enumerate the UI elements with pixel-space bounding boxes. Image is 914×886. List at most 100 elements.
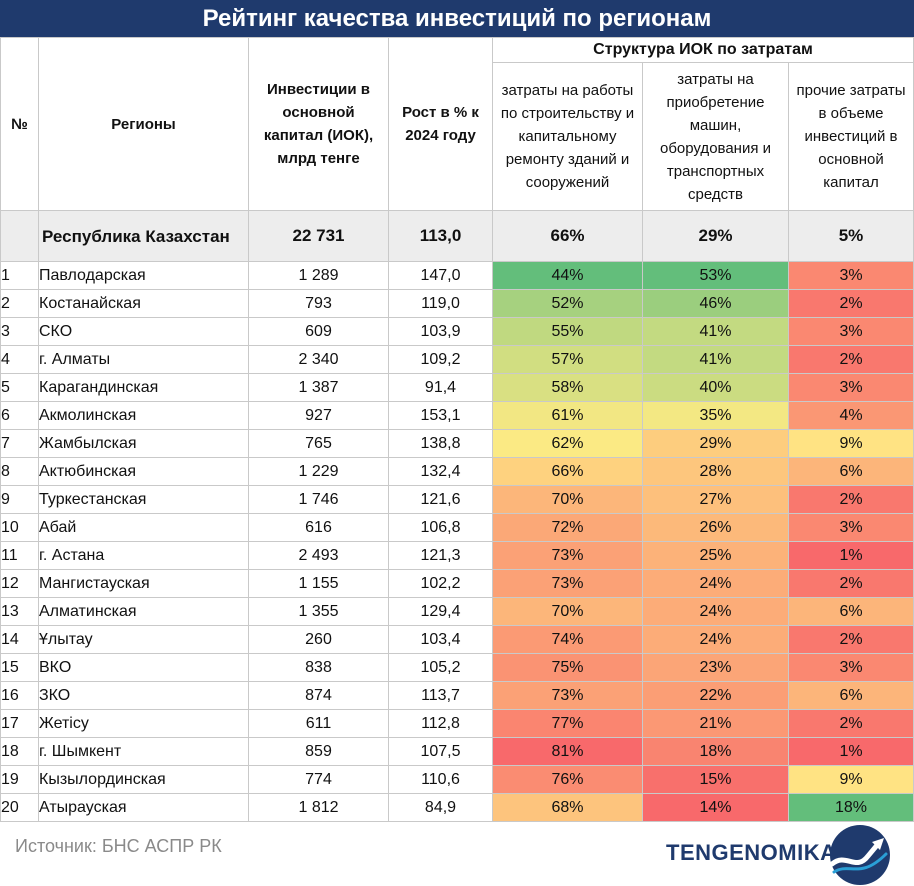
row-machinery: 24% — [642, 569, 789, 598]
total-machinery: 29% — [642, 210, 789, 262]
row-region: Павлодарская — [38, 261, 249, 290]
header-growth: Рост в % к 2024 году — [388, 37, 493, 211]
row-invest: 838 — [248, 653, 389, 682]
total-row: Республика Казахстан 22 731 113,0 66% 29… — [0, 210, 914, 262]
row-invest: 1 289 — [248, 261, 389, 290]
row-num: 3 — [0, 317, 39, 346]
row-growth: 109,2 — [388, 345, 493, 374]
row-machinery: 53% — [642, 261, 789, 290]
row-growth: 106,8 — [388, 513, 493, 542]
row-growth: 113,7 — [388, 681, 493, 710]
row-invest: 611 — [248, 709, 389, 738]
total-region: Республика Казахстан — [38, 210, 249, 262]
header-structure: Структура ИОК по затратам — [491, 37, 914, 63]
row-machinery: 27% — [642, 485, 789, 514]
row-construction: 76% — [492, 765, 643, 794]
row-growth: 91,4 — [388, 373, 493, 402]
row-construction: 74% — [492, 625, 643, 654]
row-other: 2% — [787, 569, 914, 598]
row-machinery: 23% — [642, 653, 789, 682]
row-invest: 260 — [248, 625, 389, 654]
row-other: 3% — [787, 653, 914, 682]
row-invest: 616 — [248, 513, 389, 542]
row-num: 16 — [0, 681, 39, 710]
header-num: № — [0, 37, 39, 211]
row-other: 2% — [787, 709, 914, 738]
table-row: 4 г. Алматы 2 340 109,2 57% 41% 2% — [0, 345, 914, 374]
row-invest: 2 493 — [248, 541, 389, 570]
row-region: Карагандинская — [38, 373, 249, 402]
table-row: 10 Абай 616 106,8 72% 26% 3% — [0, 513, 914, 542]
row-growth: 119,0 — [388, 289, 493, 318]
row-other: 3% — [787, 513, 914, 542]
row-other: 9% — [787, 429, 914, 458]
row-num: 1 — [0, 261, 39, 290]
row-num: 17 — [0, 709, 39, 738]
row-machinery: 41% — [642, 317, 789, 346]
table-row: 11 г. Астана 2 493 121,3 73% 25% 1% — [0, 541, 914, 570]
row-region: Жетісу — [38, 709, 249, 738]
table-row: 17 Жетісу 611 112,8 77% 21% 2% — [0, 709, 914, 738]
row-machinery: 24% — [642, 597, 789, 626]
row-growth: 153,1 — [388, 401, 493, 430]
total-growth: 113,0 — [388, 210, 493, 262]
row-region: Туркестанская — [38, 485, 249, 514]
row-num: 19 — [0, 765, 39, 794]
row-region: Ұлытау — [38, 625, 249, 654]
row-other: 1% — [787, 737, 914, 766]
row-invest: 1 229 — [248, 457, 389, 486]
table-row: 5 Карагандинская 1 387 91,4 58% 40% 3% — [0, 373, 914, 402]
row-region: Кызылординская — [38, 765, 249, 794]
row-num: 14 — [0, 625, 39, 654]
header-other: прочие затраты в объеме инвестиций в осн… — [787, 62, 914, 211]
row-machinery: 18% — [642, 737, 789, 766]
row-growth: 121,3 — [388, 541, 493, 570]
row-construction: 66% — [492, 457, 643, 486]
row-invest: 1 155 — [248, 569, 389, 598]
table-row: 18 г. Шымкент 859 107,5 81% 18% 1% — [0, 737, 914, 766]
row-num: 15 — [0, 653, 39, 682]
row-growth: 84,9 — [388, 793, 493, 822]
row-other: 4% — [787, 401, 914, 430]
row-region: ЗКО — [38, 681, 249, 710]
row-invest: 774 — [248, 765, 389, 794]
row-growth: 129,4 — [388, 597, 493, 626]
total-construction: 66% — [492, 210, 643, 262]
row-construction: 61% — [492, 401, 643, 430]
row-machinery: 40% — [642, 373, 789, 402]
row-growth: 112,8 — [388, 709, 493, 738]
row-num: 6 — [0, 401, 39, 430]
row-invest: 765 — [248, 429, 389, 458]
header-construction: затраты на работы по строительству и кап… — [492, 62, 643, 211]
row-invest: 2 340 — [248, 345, 389, 374]
table-row: 1 Павлодарская 1 289 147,0 44% 53% 3% — [0, 261, 914, 290]
row-other: 9% — [787, 765, 914, 794]
row-construction: 58% — [492, 373, 643, 402]
row-region: Абай — [38, 513, 249, 542]
row-growth: 121,6 — [388, 485, 493, 514]
row-growth: 147,0 — [388, 261, 493, 290]
row-construction: 72% — [492, 513, 643, 542]
row-machinery: 29% — [642, 429, 789, 458]
table-row: 2 Костанайская 793 119,0 52% 46% 2% — [0, 289, 914, 318]
row-machinery: 46% — [642, 289, 789, 318]
row-machinery: 24% — [642, 625, 789, 654]
row-machinery: 26% — [642, 513, 789, 542]
row-invest: 1 812 — [248, 793, 389, 822]
row-num: 2 — [0, 289, 39, 318]
row-region: г. Шымкент — [38, 737, 249, 766]
row-growth: 138,8 — [388, 429, 493, 458]
row-num: 20 — [0, 793, 39, 822]
row-machinery: 25% — [642, 541, 789, 570]
table-row: 3 СКО 609 103,9 55% 41% 3% — [0, 317, 914, 346]
row-num: 18 — [0, 737, 39, 766]
row-region: Алматинская — [38, 597, 249, 626]
row-other: 6% — [787, 597, 914, 626]
table-row: 13 Алматинская 1 355 129,4 70% 24% 6% — [0, 597, 914, 626]
row-machinery: 22% — [642, 681, 789, 710]
row-invest: 793 — [248, 289, 389, 318]
row-construction: 70% — [492, 485, 643, 514]
row-construction: 62% — [492, 429, 643, 458]
row-region: Актюбинская — [38, 457, 249, 486]
row-machinery: 15% — [642, 765, 789, 794]
